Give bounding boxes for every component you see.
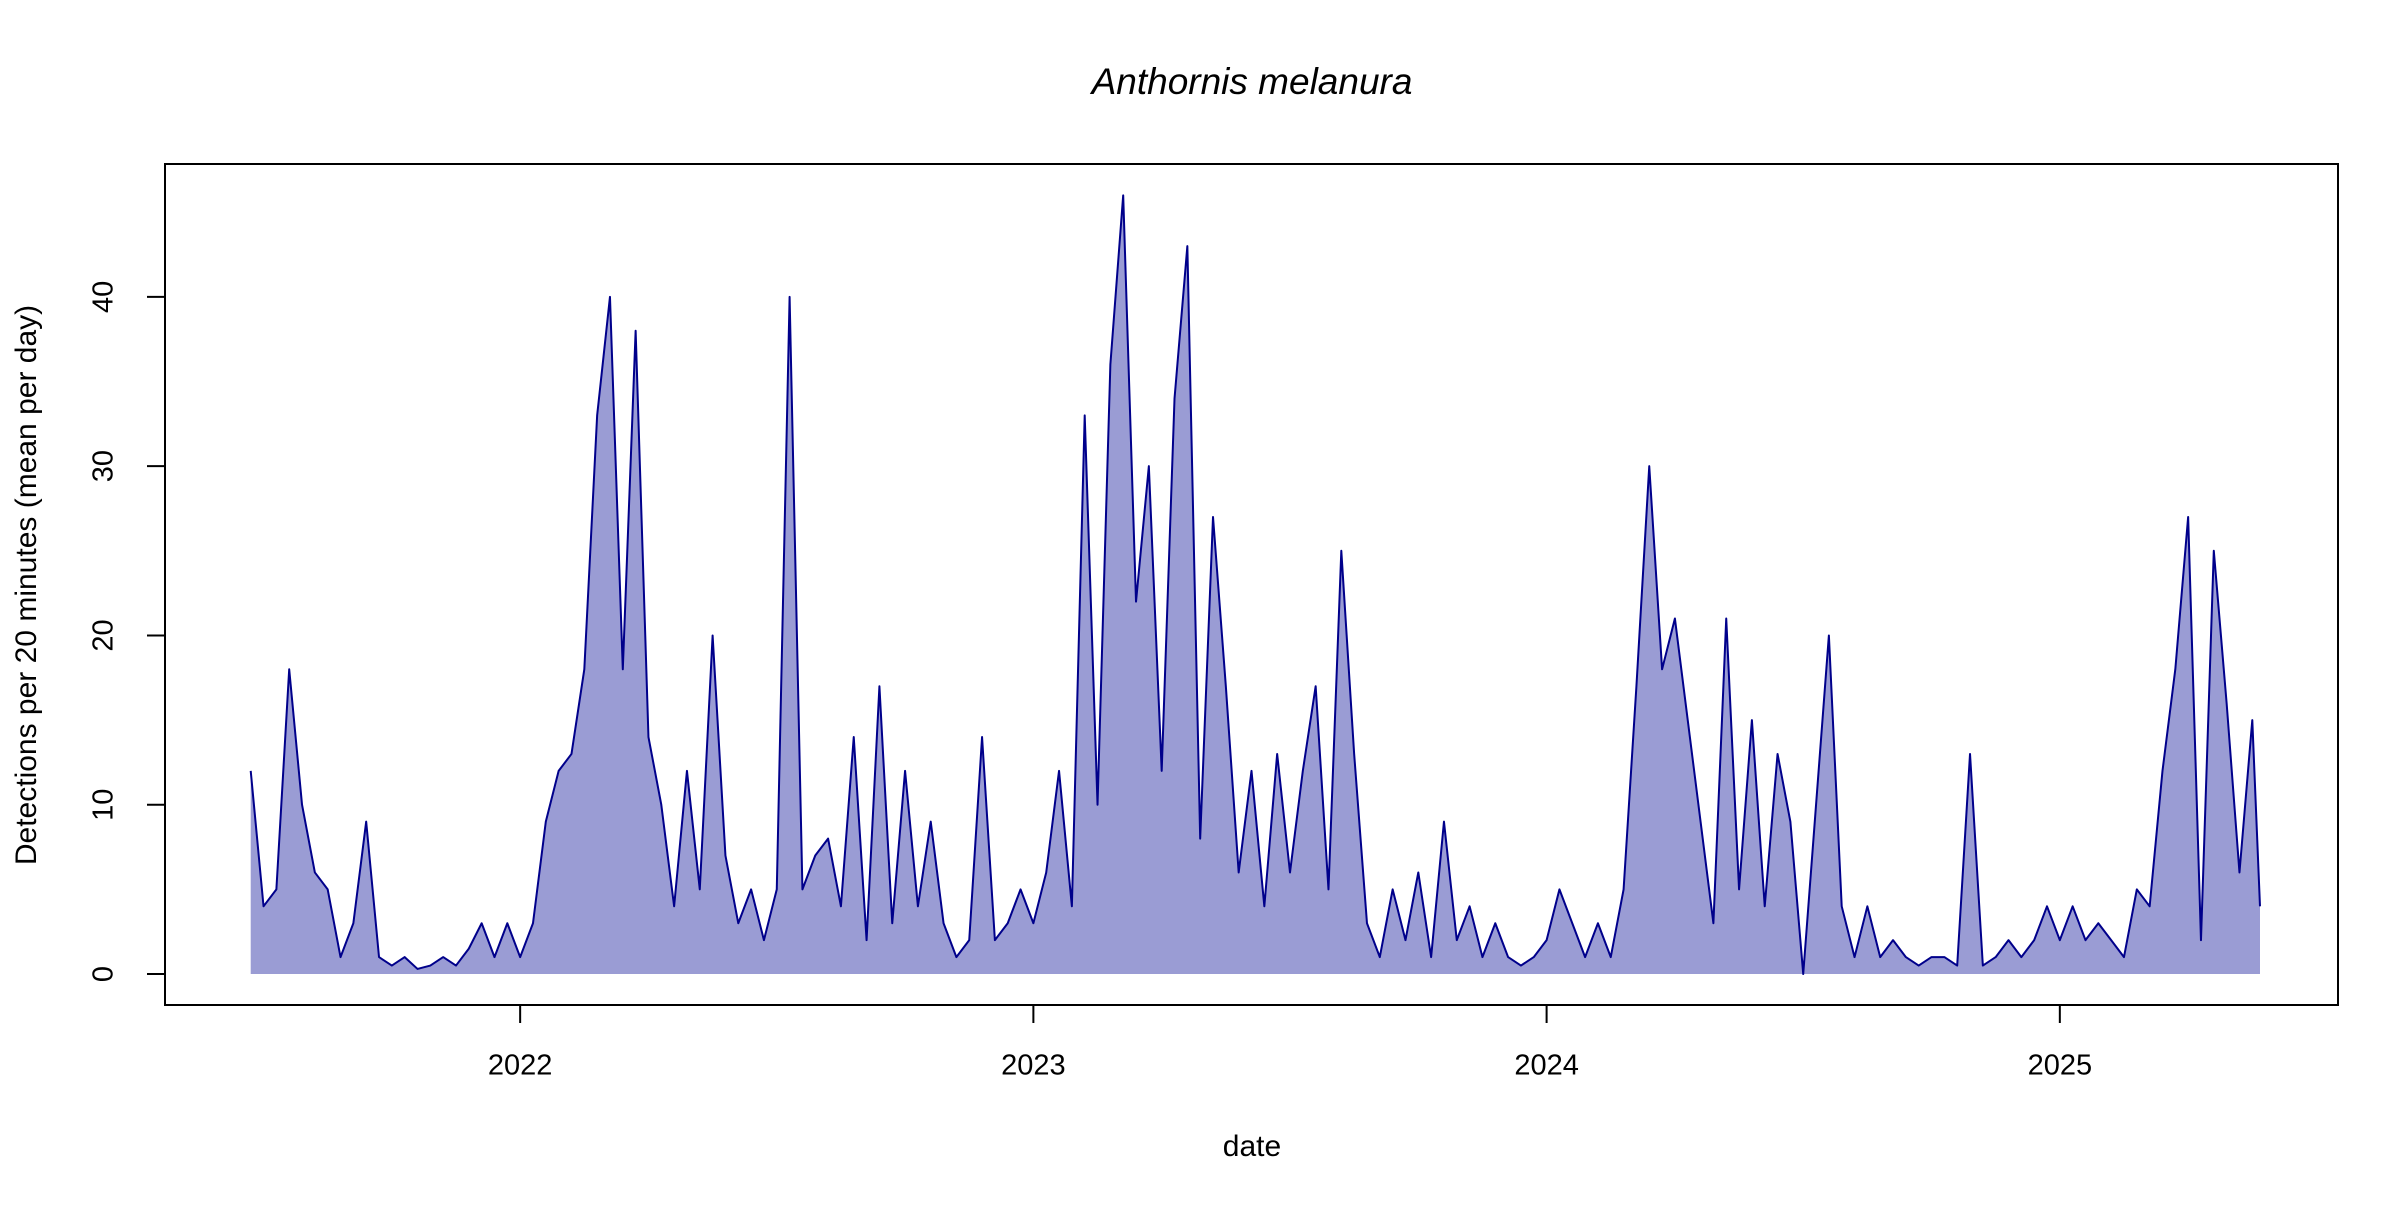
chart-title: Anthornis melanura xyxy=(1090,61,1413,102)
x-axis-label: date xyxy=(1223,1130,1281,1163)
x-tick-label: 2023 xyxy=(1001,1050,1066,1082)
x-tick-label: 2025 xyxy=(2028,1050,2093,1082)
plot-area xyxy=(249,194,2261,976)
y-tick-label: 10 xyxy=(88,789,120,821)
y-tick-label: 20 xyxy=(88,619,120,651)
x-tick-label: 2022 xyxy=(488,1050,553,1082)
y-tick-label: 30 xyxy=(88,450,120,482)
y-tick-label: 0 xyxy=(88,966,120,982)
area-fill xyxy=(250,195,2260,975)
y-axis-label: Detections per 20 minutes (mean per day) xyxy=(10,305,43,865)
series-line xyxy=(249,194,2261,976)
y-tick-label: 40 xyxy=(88,281,120,313)
x-tick-label: 2024 xyxy=(1514,1050,1579,1082)
